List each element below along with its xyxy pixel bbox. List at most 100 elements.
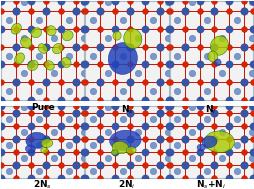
Point bbox=[44, 124, 48, 127]
Point bbox=[44, 99, 48, 102]
Point bbox=[242, 163, 246, 166]
Point bbox=[212, 45, 216, 48]
Ellipse shape bbox=[111, 150, 118, 155]
Point bbox=[227, 124, 231, 127]
Point bbox=[98, 45, 102, 48]
Point bbox=[113, 81, 117, 84]
Point bbox=[29, 137, 33, 140]
Point bbox=[98, 163, 102, 166]
Point bbox=[74, 163, 78, 166]
Point bbox=[44, 45, 48, 48]
Point bbox=[74, 9, 78, 12]
Point bbox=[37, 54, 41, 57]
Point bbox=[151, 118, 155, 121]
Point bbox=[14, 137, 18, 140]
Point bbox=[143, 163, 147, 166]
Ellipse shape bbox=[108, 43, 137, 74]
Point bbox=[29, 99, 33, 102]
Point bbox=[166, 72, 170, 75]
Ellipse shape bbox=[41, 147, 48, 153]
Point bbox=[52, 36, 56, 39]
Point bbox=[82, 137, 86, 140]
Text: 2N$_s$: 2N$_s$ bbox=[33, 179, 52, 189]
Ellipse shape bbox=[38, 44, 47, 53]
Point bbox=[168, 124, 172, 127]
Point bbox=[74, 0, 78, 2]
Point bbox=[0, 81, 3, 84]
Point bbox=[98, 124, 102, 127]
Point bbox=[242, 124, 246, 127]
Point bbox=[67, 170, 71, 173]
Point bbox=[0, 104, 3, 107]
Point bbox=[205, 54, 209, 57]
Point bbox=[198, 81, 202, 84]
Point bbox=[98, 0, 102, 2]
Point bbox=[242, 137, 246, 140]
Point bbox=[98, 99, 102, 102]
Point bbox=[166, 131, 170, 134]
Point bbox=[168, 99, 172, 102]
Point bbox=[190, 36, 194, 39]
Point bbox=[167, 176, 171, 179]
Point bbox=[183, 163, 187, 166]
Point bbox=[190, 157, 194, 160]
Point bbox=[190, 131, 194, 134]
Point bbox=[242, 63, 246, 66]
Point bbox=[83, 137, 87, 140]
Point bbox=[242, 9, 246, 12]
Point bbox=[0, 150, 3, 153]
Point bbox=[143, 104, 147, 107]
Point bbox=[82, 0, 86, 2]
Point bbox=[128, 163, 132, 166]
Ellipse shape bbox=[208, 51, 218, 62]
Point bbox=[128, 104, 132, 107]
Point bbox=[14, 9, 18, 12]
Point bbox=[143, 99, 147, 102]
Point bbox=[166, 105, 170, 108]
Point bbox=[128, 112, 132, 115]
Point bbox=[151, 90, 155, 93]
Point bbox=[74, 137, 78, 140]
Point bbox=[183, 0, 187, 2]
Point bbox=[83, 150, 87, 153]
Point bbox=[121, 144, 125, 147]
Point bbox=[250, 0, 254, 3]
Point bbox=[158, 9, 162, 12]
Point bbox=[151, 170, 155, 173]
Point bbox=[91, 90, 95, 93]
Point bbox=[113, 45, 117, 48]
Point bbox=[143, 0, 147, 2]
Point bbox=[106, 72, 110, 75]
Point bbox=[98, 150, 102, 153]
Point bbox=[14, 81, 18, 84]
Point bbox=[158, 163, 162, 166]
Point bbox=[37, 144, 41, 147]
Point bbox=[158, 81, 162, 84]
Point bbox=[44, 63, 48, 66]
Point bbox=[175, 118, 179, 121]
Point bbox=[227, 9, 231, 12]
Point bbox=[175, 170, 179, 173]
Point bbox=[29, 124, 33, 127]
Point bbox=[113, 137, 117, 140]
Point bbox=[74, 163, 78, 166]
Point bbox=[29, 27, 33, 30]
Point bbox=[14, 45, 18, 48]
Point bbox=[166, 36, 170, 39]
Point bbox=[67, 118, 71, 121]
Point bbox=[121, 90, 125, 93]
Point bbox=[198, 63, 202, 66]
Point bbox=[183, 9, 187, 12]
Point bbox=[106, 36, 110, 39]
Point bbox=[227, 45, 231, 48]
Point bbox=[44, 104, 48, 107]
Point bbox=[82, 131, 86, 134]
Point bbox=[128, 163, 132, 166]
Ellipse shape bbox=[41, 139, 53, 148]
Point bbox=[168, 176, 172, 179]
Point bbox=[113, 112, 117, 115]
Point bbox=[205, 144, 209, 147]
Point bbox=[14, 45, 18, 48]
Point bbox=[158, 137, 162, 140]
Point bbox=[83, 112, 87, 115]
